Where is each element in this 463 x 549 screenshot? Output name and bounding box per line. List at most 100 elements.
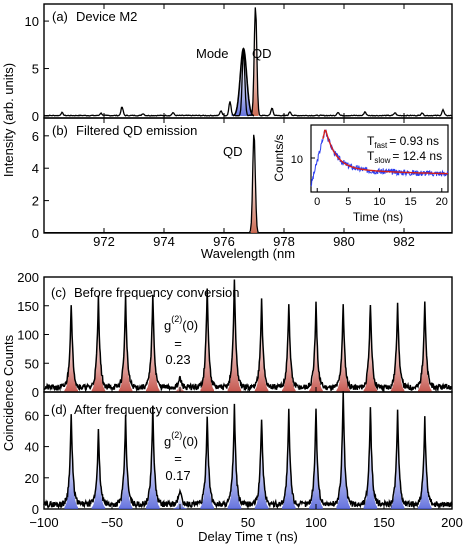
panel-d: (d) After frequency conversion g(2)(0) =…: [25, 387, 463, 544]
panel-a-trace: [44, 6, 452, 117]
peak-fill: [390, 417, 405, 509]
peak-fill: [254, 421, 269, 509]
ytick-label: 100: [17, 328, 39, 343]
peak-fill: [282, 307, 296, 392]
panel-c-g2: g(2)(0): [164, 314, 198, 333]
peak-fill: [309, 413, 323, 509]
xtick-label: 976: [213, 234, 235, 249]
xtick-label: 972: [93, 234, 115, 249]
peak-fill: [254, 301, 269, 392]
ytick-label: 10: [25, 14, 39, 29]
inset-ylabel: Counts/s: [272, 134, 286, 181]
peak-fill: [200, 418, 214, 509]
xtick-label: −100: [29, 515, 58, 530]
t-slow-label: Tslow = 12.4 ns: [367, 149, 442, 165]
peak-fill: [91, 301, 106, 392]
inset-xtick-label: 20: [436, 196, 448, 208]
panel-b-title: Filtered QD emission: [76, 123, 197, 138]
panel-c: (c) Before frequency conversion g(2)(0) …: [17, 270, 453, 400]
spectrum-line: [44, 134, 452, 234]
panel-b-label: (b): [52, 123, 68, 138]
panel-d-g2-value: 0.17: [165, 468, 190, 483]
mode-annotation: Mode: [196, 46, 229, 61]
peak-fill: [146, 412, 160, 509]
inset-traces: [310, 129, 449, 187]
ytick-label: 0: [32, 109, 39, 124]
inset-data-line: [310, 129, 449, 187]
ytick-label: 50: [25, 356, 39, 371]
spectrum-line: [44, 7, 452, 117]
peak-fill: [336, 396, 350, 509]
panel-d-xticks: −100 −50 0 50 100 150 200: [29, 387, 463, 530]
panel-d-title: After frequency conversion: [74, 402, 229, 417]
xtick-label: 974: [153, 234, 175, 249]
panel-d-g2: g(2)(0): [164, 430, 198, 449]
panel-c-title: Before frequency conversion: [74, 285, 239, 300]
inset-xlabel: Time (ns): [353, 210, 403, 224]
inset-ytick: 10: [291, 154, 303, 166]
peak-fill: [118, 301, 133, 392]
xtick-label: 200: [441, 515, 463, 530]
xtick-label: 150: [373, 515, 395, 530]
ytick-label: 6: [32, 129, 39, 144]
peak-fill: [118, 421, 133, 509]
panel-d-yticks: 0 20 40 60: [25, 408, 49, 517]
ylabel-intensity: Intensity (arb. units): [1, 63, 16, 177]
panel-b-xlabel: Wavelength (nm: [201, 246, 295, 261]
peak-fill: [282, 415, 296, 509]
mode-peak-line: [232, 47, 255, 117]
inset-xtick-label: 5: [345, 196, 351, 208]
peak-fill: [91, 435, 106, 509]
xtick-label: 0: [176, 515, 183, 530]
ytick-label: 0: [32, 385, 39, 400]
ytick-label: 150: [17, 299, 39, 314]
inset-frame: [310, 124, 449, 193]
peak-fill: [64, 418, 78, 509]
panel-b-trace: [44, 132, 452, 234]
xtick-label: 982: [393, 234, 415, 249]
peak-fill: [336, 308, 350, 392]
panel-b-yticks: 0 2 4 6: [32, 129, 49, 241]
ytick-label: 40: [25, 440, 39, 455]
inset-lifetime: 10 Counts/s 0 5 10 15 20 Time (ns) Tfast = 0.…: [272, 124, 449, 224]
ytick-label: 2: [32, 194, 39, 209]
peak-fill: [418, 304, 432, 392]
peak-fill: [200, 291, 214, 392]
qd-peak-fill-b: [251, 132, 257, 233]
ytick-label: 4: [32, 161, 39, 176]
peak-fill: [309, 308, 323, 392]
ytick-label: 5: [32, 62, 39, 77]
peak-fill: [173, 381, 187, 392]
xtick-label: 980: [333, 234, 355, 249]
panel-c-yticks: 0 50 100 150 200: [17, 270, 49, 400]
peak-fill: [64, 306, 78, 392]
t-fast-label: Tfast = 0.93 ns: [367, 134, 439, 150]
xtick-label: 978: [273, 234, 295, 249]
xtick-label: 50: [241, 515, 255, 530]
peak-fill: [227, 282, 242, 392]
peak-fill: [173, 493, 187, 509]
qd-annotation-a: QD: [252, 46, 272, 61]
xtick-label: −50: [101, 515, 123, 530]
xtick-label: 100: [305, 515, 327, 530]
qd-peak-fill-a: [252, 6, 259, 116]
panel-d-label: (d): [51, 402, 67, 417]
ylabel-coincidence: Coincidence Counts: [1, 334, 16, 451]
panel-c-label: (c): [51, 285, 66, 300]
panel-d-g2-eq: =: [174, 451, 182, 466]
peak-fill: [363, 410, 378, 509]
panel-c-g2-value: 0.23: [165, 352, 190, 367]
panel-a-label: (a): [52, 9, 68, 24]
ytick-label: 0: [32, 226, 39, 241]
panel-b-xticks: 972 974 976 978 980 982: [93, 4, 415, 249]
panel-a: (a) Device M2 Mode QD 0 5 10: [25, 3, 453, 124]
inset-xtick-label: 15: [405, 196, 417, 208]
inset-xtick-label: 10: [373, 196, 385, 208]
peak-fill: [418, 423, 432, 509]
peak-fill: [363, 306, 378, 392]
ytick-label: 200: [17, 270, 39, 285]
panel-a-yticks: 0 5 10: [25, 14, 49, 124]
ytick-label: 60: [25, 408, 39, 423]
